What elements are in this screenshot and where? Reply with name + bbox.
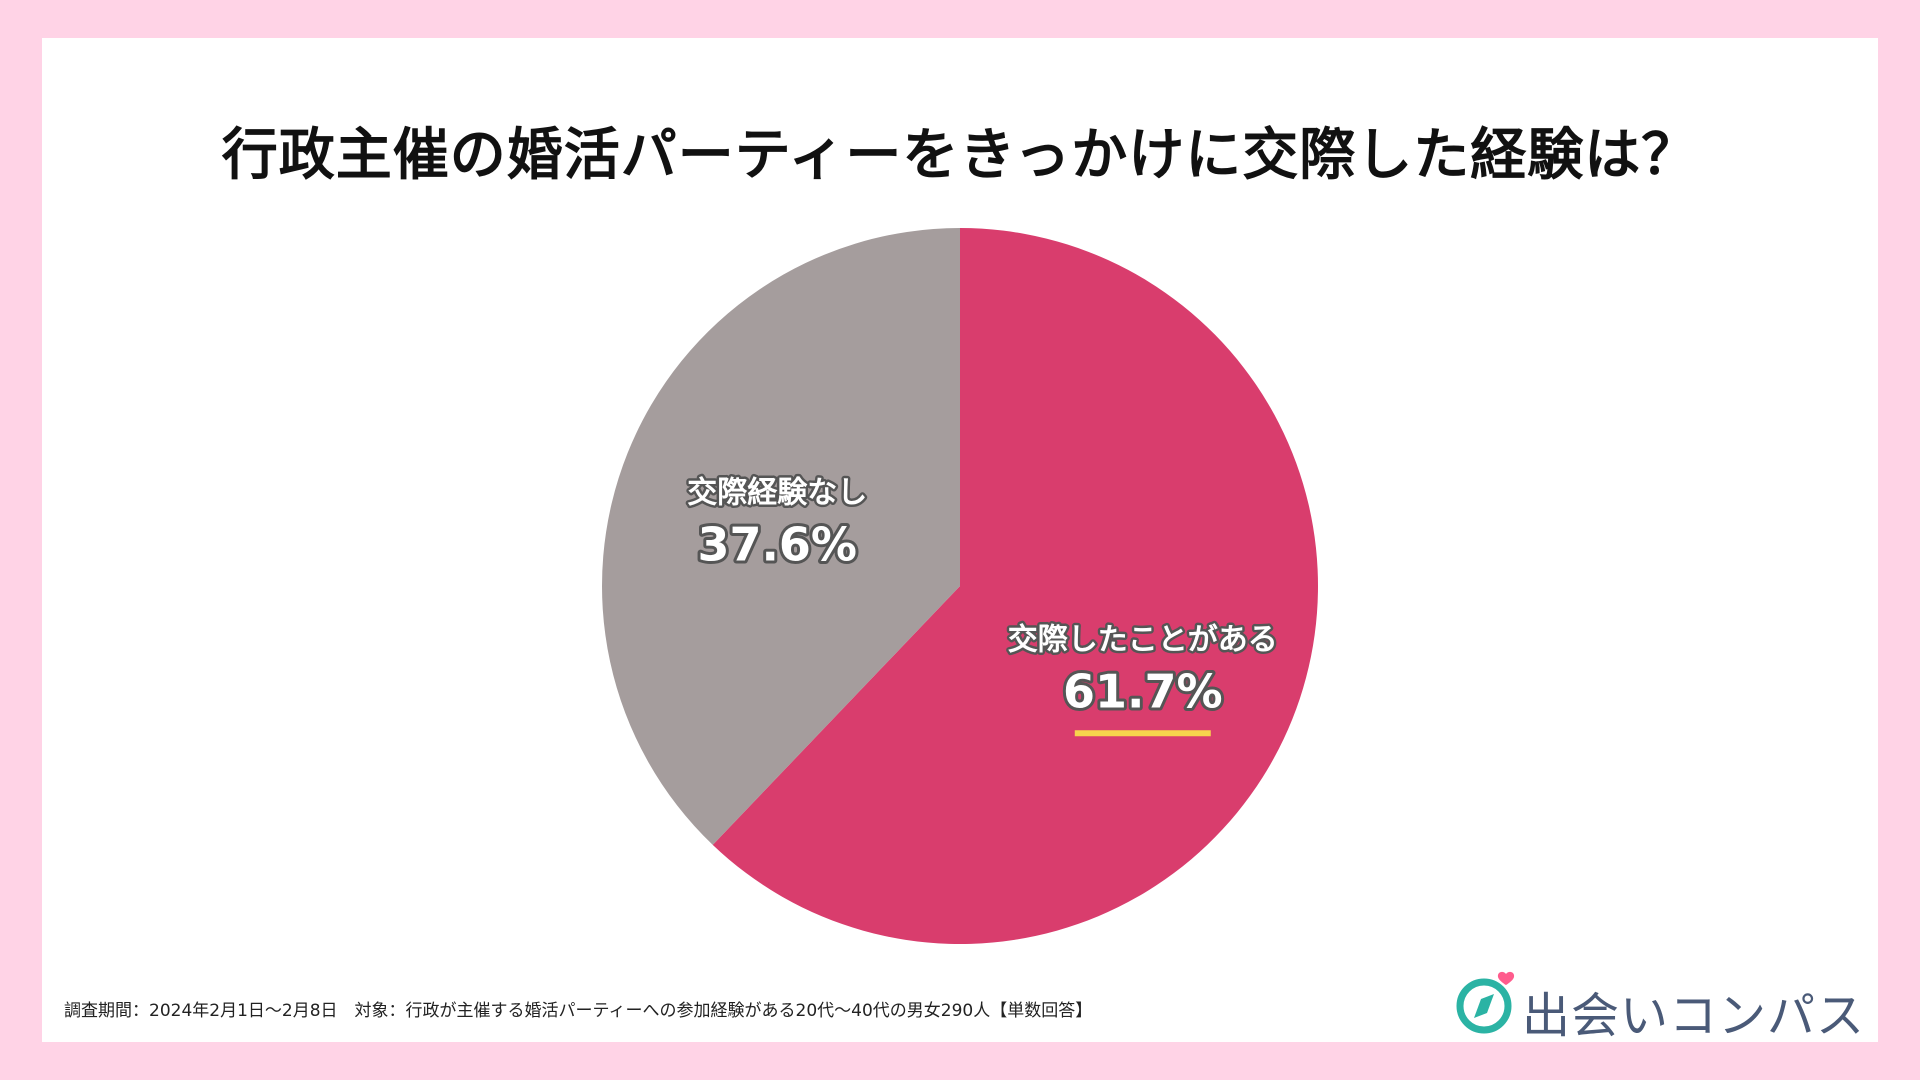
slice-value-label-1: 37.6% [697,518,857,572]
brand-logo: 出会いコンパス [1454,968,1864,1044]
slice-category-label-0: 交際したことがある [1008,622,1278,657]
pie-slice-1 [602,227,960,845]
slice-label-group-0: 交際したことがある 61.7% [1005,620,1280,737]
slice-category-label-1: 交際経験なし [687,476,867,511]
compass-heart-icon [1456,971,1515,1034]
brand-name: 出会いコンパス [1522,988,1866,1044]
chart-card: 行政主催の婚活パーティーをきっかけに交際した経験は？ 交際したことがある 61.7… [42,38,1878,1044]
slice-value-label-0: 61.7% [1063,664,1223,718]
survey-footnote: 調査期間：2024年2月1日〜2月8日 対象：行政が主催する婚活パーティーへの参… [64,1001,1093,1021]
chart-title: 行政主催の婚活パーティーをきっかけに交際した経験は？ [221,123,1699,188]
slice-label-group-1: 交際経験なし 37.6% [685,473,870,574]
pie-chart: 交際したことがある 61.7% 交際経験なし 37.6% [602,227,1318,944]
pie-slice-0 [712,228,1318,944]
